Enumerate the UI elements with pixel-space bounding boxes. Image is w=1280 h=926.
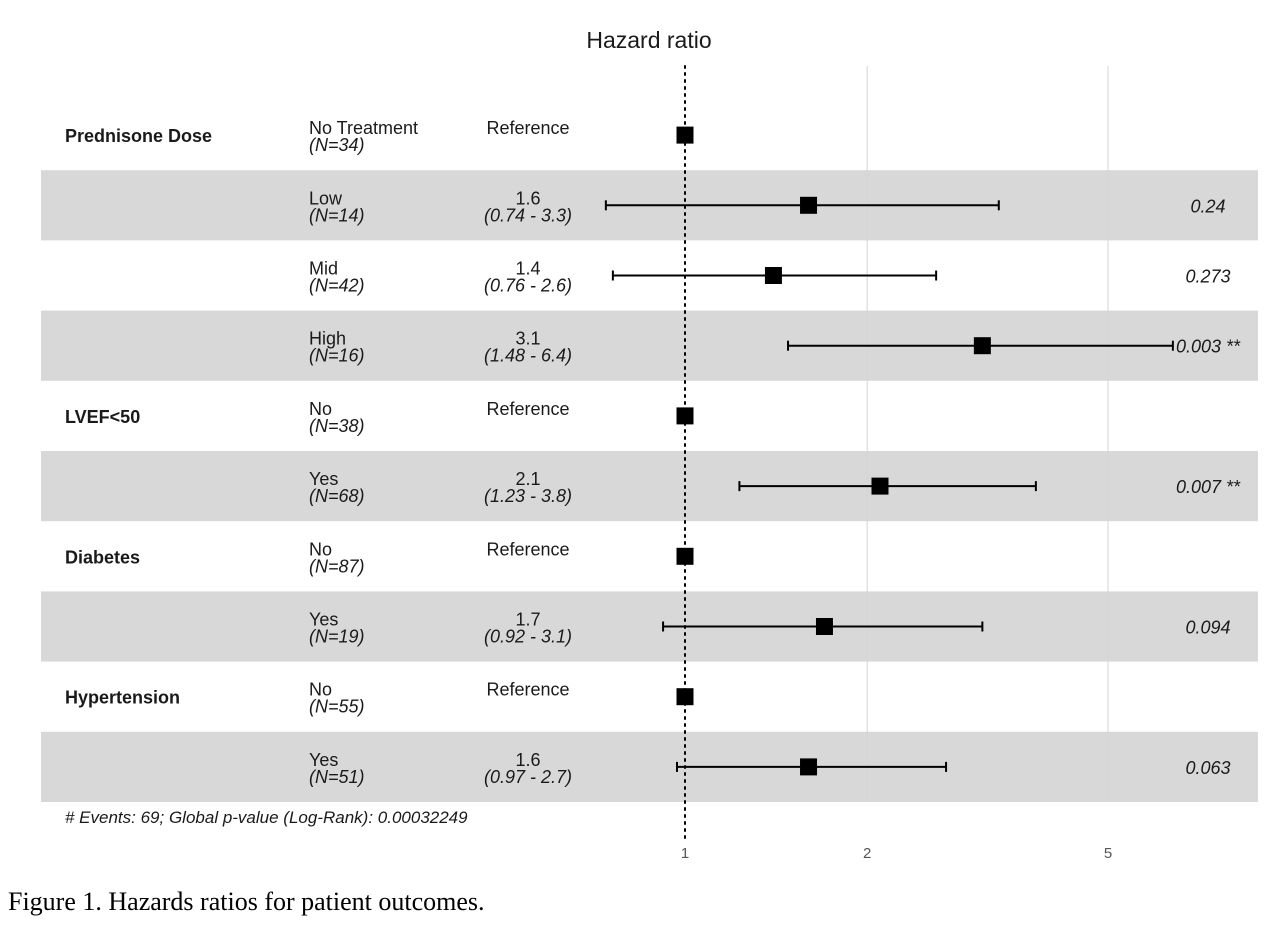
estimate-label: Reference — [486, 680, 569, 700]
n-label: (N=42) — [309, 276, 365, 296]
p-value-label: 0.063 — [1185, 758, 1230, 778]
level-label: No — [309, 539, 332, 559]
row-stripe — [41, 591, 1258, 662]
ci-label: (0.76 - 2.6) — [484, 276, 572, 296]
figure-caption: Figure 1. Hazards ratios for patient out… — [8, 887, 485, 916]
row-stripe — [41, 451, 1258, 522]
x-tick-label: 5 — [1104, 845, 1112, 862]
group-label: Hypertension — [65, 688, 180, 708]
hr-point — [676, 688, 694, 706]
group-label: Prednisone Dose — [65, 126, 212, 146]
hr-point — [800, 196, 818, 214]
estimate-label: 1.4 — [515, 259, 540, 279]
p-value-label: 0.24 — [1190, 196, 1225, 216]
hr-point — [764, 267, 782, 284]
x-tick-label: 2 — [863, 845, 871, 862]
p-value-label: 0.094 — [1185, 618, 1230, 638]
estimate-label: Reference — [486, 399, 569, 419]
row-stripe — [41, 731, 1258, 802]
level-label: No — [309, 399, 332, 419]
n-label: (N=38) — [309, 416, 365, 436]
chart-title: Hazard ratio — [586, 27, 711, 53]
hr-point — [676, 126, 694, 144]
p-value-label: 0.007 ** — [1176, 477, 1241, 497]
n-label: (N=68) — [309, 486, 365, 506]
level-label: High — [309, 329, 346, 349]
estimate-label: 3.1 — [515, 329, 540, 349]
ci-label: (0.92 - 3.1) — [484, 627, 572, 647]
footnote: # Events: 69; Global p-value (Log-Rank):… — [65, 808, 468, 827]
n-label: (N=34) — [309, 135, 365, 155]
estimate-label: 1.6 — [515, 750, 540, 770]
estimate-label: 1.7 — [515, 610, 540, 630]
hr-point — [973, 337, 991, 355]
ci-label: (0.97 - 2.7) — [484, 767, 572, 787]
estimate-label: 1.6 — [515, 188, 540, 208]
group-label: Diabetes — [65, 547, 140, 567]
estimate-label: Reference — [486, 118, 569, 138]
p-value-label: 0.273 — [1185, 267, 1230, 287]
n-label: (N=16) — [309, 346, 365, 366]
x-tick-label: 1 — [681, 845, 689, 862]
n-label: (N=51) — [309, 767, 365, 787]
n-label: (N=14) — [309, 205, 365, 225]
ci-label: (1.48 - 6.4) — [484, 346, 572, 366]
level-label: Low — [309, 188, 343, 208]
hr-point — [871, 477, 889, 495]
estimate-label: Reference — [486, 539, 569, 559]
level-label: Mid — [309, 259, 338, 279]
level-label: No — [309, 680, 332, 700]
hr-point — [676, 407, 694, 425]
n-label: (N=19) — [309, 627, 365, 647]
n-label: (N=55) — [309, 697, 365, 717]
ci-label: (1.23 - 3.8) — [484, 486, 572, 506]
p-value-label: 0.003 ** — [1176, 337, 1241, 357]
ci-label: (0.74 - 3.3) — [484, 205, 572, 225]
group-label: LVEF<50 — [65, 407, 140, 427]
hr-point — [800, 758, 818, 776]
estimate-label: 2.1 — [515, 469, 540, 489]
level-label: Yes — [309, 610, 338, 630]
level-label: Yes — [309, 469, 338, 489]
n-label: (N=87) — [309, 556, 365, 576]
level-label: No Treatment — [309, 118, 418, 138]
level-label: Yes — [309, 750, 338, 770]
hr-point — [815, 618, 833, 635]
hr-point — [676, 547, 694, 565]
